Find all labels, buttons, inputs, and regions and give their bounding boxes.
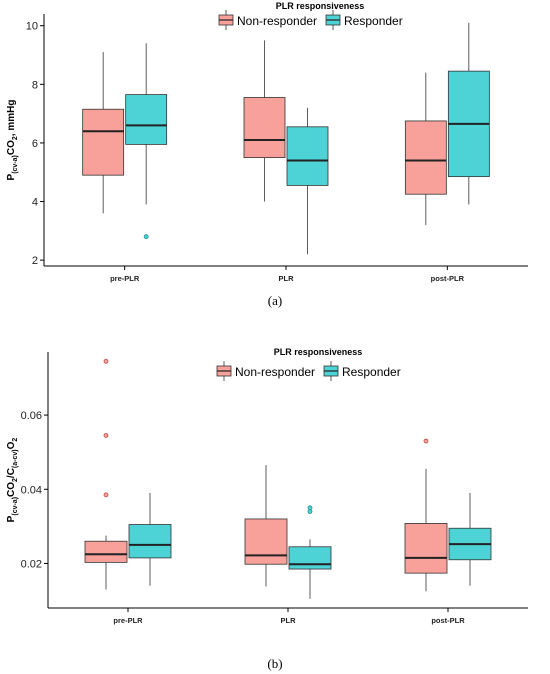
y-tick-label: 8 bbox=[32, 79, 38, 91]
x-tick-label: PLR bbox=[281, 616, 297, 625]
panel-label-a: (a) bbox=[0, 292, 550, 310]
legend-label: Non-responder bbox=[237, 14, 317, 28]
iqr-box bbox=[125, 94, 168, 145]
x-tick-label: pre-PLR bbox=[113, 616, 143, 625]
iqr-box bbox=[244, 518, 288, 565]
outlier-point bbox=[423, 438, 429, 444]
box-responder-pre-plr bbox=[125, 43, 168, 240]
box-plot-b: PLR responsiveness Non-responder Responder… bbox=[6, 347, 528, 625]
outlier-point bbox=[103, 358, 109, 364]
iqr-box bbox=[404, 120, 447, 195]
legend-label: Non-responder bbox=[235, 365, 315, 379]
box-responder-plr bbox=[288, 505, 332, 599]
legend-entry: Non-responder bbox=[218, 10, 317, 30]
outlier-point bbox=[103, 492, 109, 498]
box-non-responder-plr bbox=[243, 40, 286, 202]
legend-label: Responder bbox=[344, 14, 403, 28]
y-axis-label: P(cv-a)CO2, mmHg bbox=[6, 100, 19, 181]
iqr-box bbox=[128, 524, 172, 559]
box-responder-post-plr bbox=[448, 492, 492, 586]
panel-label-b-text: (b) bbox=[267, 656, 283, 671]
panel-label-b: (b) bbox=[0, 655, 550, 673]
y-tick-label: 0.06 bbox=[21, 410, 42, 422]
iqr-box bbox=[84, 540, 128, 563]
y-tick-label: 6 bbox=[32, 138, 38, 150]
box-non-responder-post-plr bbox=[404, 72, 447, 225]
legend-label: Responder bbox=[342, 365, 401, 379]
iqr-box bbox=[288, 546, 332, 570]
box-non-responder-post-plr bbox=[404, 438, 448, 592]
box-responder-post-plr bbox=[447, 22, 490, 205]
legend-entry: Non-responder bbox=[216, 361, 315, 381]
box-responder-pre-plr bbox=[128, 492, 172, 586]
iqr-box bbox=[286, 126, 329, 186]
y-tick-label: 0.04 bbox=[21, 484, 42, 496]
legend-title: PLR responsiveness bbox=[274, 347, 363, 357]
y-axis-label: P(cv-a)CO2/C(a-cv)O2 bbox=[6, 438, 19, 523]
iqr-box bbox=[82, 108, 125, 176]
x-tick-label: PLR bbox=[279, 274, 295, 283]
x-tick-label: post-PLR bbox=[431, 616, 465, 625]
box-responder-plr bbox=[286, 107, 329, 255]
x-tick-label: post-PLR bbox=[431, 274, 465, 283]
y-tick-label: 4 bbox=[32, 197, 38, 209]
legend-entry: Responder bbox=[325, 10, 403, 30]
outlier-point bbox=[103, 433, 109, 438]
legend-entry: Responder bbox=[323, 361, 401, 381]
y-tick-label: 2 bbox=[32, 255, 38, 267]
x-tick-label: pre-PLR bbox=[110, 274, 140, 283]
y-tick-label: 0.02 bbox=[21, 558, 42, 570]
iqr-box bbox=[243, 97, 286, 158]
box-non-responder-pre-plr bbox=[84, 358, 128, 590]
box-non-responder-pre-plr bbox=[82, 52, 125, 214]
box-non-responder-plr bbox=[244, 465, 288, 587]
outlier-point bbox=[307, 505, 313, 511]
y-tick-label: 10 bbox=[26, 21, 38, 33]
iqr-box bbox=[404, 523, 448, 574]
box-plot-a: PLR responsiveness Non-responder Responder… bbox=[6, 1, 528, 283]
panel-label-a-text: (a) bbox=[267, 293, 283, 308]
legend-title: PLR responsiveness bbox=[276, 1, 365, 11]
outlier-point bbox=[143, 234, 149, 240]
